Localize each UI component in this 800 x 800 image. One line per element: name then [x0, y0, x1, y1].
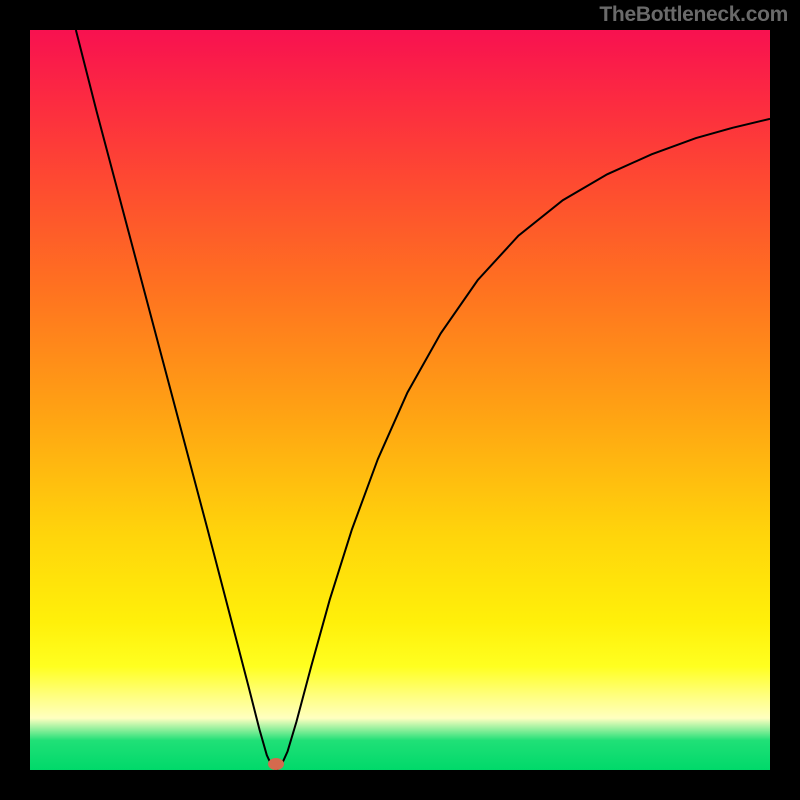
chart-root: TheBottleneck.com [0, 0, 800, 800]
watermark-text: TheBottleneck.com [599, 3, 788, 27]
curve-path [76, 30, 770, 770]
minimum-marker [268, 758, 284, 770]
bottleneck-curve [30, 30, 770, 770]
plot-area [30, 30, 770, 770]
